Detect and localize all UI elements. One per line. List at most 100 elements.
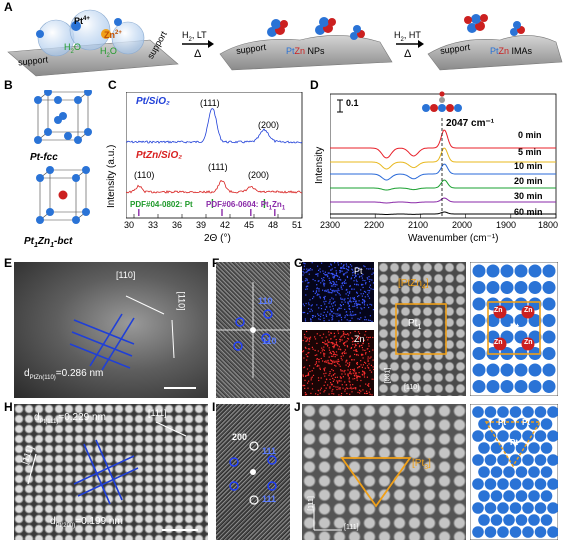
pt-atom <box>478 514 490 526</box>
xtick: 2300 <box>320 220 340 230</box>
panel-c-ylabel: Intensity (a.u.) <box>106 145 117 208</box>
bct-label: Pt1Zn1-bct <box>24 236 72 249</box>
heat-symbol-2: Δ <box>404 48 411 60</box>
pt-atom <box>497 526 509 538</box>
pt-atom <box>543 364 556 377</box>
xtick: 1800 <box>538 220 558 230</box>
imas-label: PtZn IMAs <box>490 46 532 56</box>
pt-atom <box>487 281 500 294</box>
pt-atom <box>501 265 514 278</box>
xtick: 36 <box>172 220 182 230</box>
pt-atom <box>535 430 547 442</box>
pt1-label: Pt1 <box>408 318 421 331</box>
pt-atom <box>478 466 490 478</box>
dir-110: [110] <box>404 384 419 391</box>
xtick: 39 <box>196 220 206 230</box>
model-zn-label: Zn <box>524 307 533 314</box>
xtick: 48 <box>268 220 278 230</box>
pt-atom <box>529 364 542 377</box>
pt-atom <box>543 298 556 311</box>
pt-atom <box>535 454 547 466</box>
pt-ion <box>114 18 122 26</box>
pt-atom <box>501 281 514 294</box>
zn-ion-label: Zn2+ <box>104 30 122 40</box>
pt-atom <box>529 380 542 393</box>
nanoparticle <box>267 19 288 37</box>
pt-atom <box>503 466 515 478</box>
bct-zn-atom <box>59 191 68 200</box>
pt-atom <box>522 454 534 466</box>
pt-atom <box>473 380 486 393</box>
pt-atom <box>478 442 490 454</box>
pt-atom <box>541 514 553 526</box>
pt-atom <box>528 442 540 454</box>
pt-atom <box>485 526 497 538</box>
pt-atom <box>522 502 534 514</box>
intermetallic-cluster <box>464 14 488 33</box>
pt-atom <box>522 406 534 418</box>
pt-atom <box>485 502 497 514</box>
panel-b-unit-cells <box>10 90 100 250</box>
time-label: 10 min <box>514 161 543 171</box>
pt-atom <box>522 526 534 538</box>
pt-atom <box>472 454 484 466</box>
pt-atom <box>501 364 514 377</box>
ptzn-sio2-label: PtZn/SiO₂ <box>136 150 182 161</box>
pt-atom <box>485 406 497 418</box>
pt-atom <box>510 454 522 466</box>
fft-spot <box>250 442 258 450</box>
pt-atom <box>516 490 528 502</box>
xtick: 42 <box>220 220 230 230</box>
pt-ion <box>36 30 44 38</box>
model-pt-label: Pt <box>510 438 518 447</box>
ptzn4-label: [PtZn4] <box>398 278 429 291</box>
panel-label-c: C <box>108 78 117 92</box>
pt-atom <box>472 478 484 490</box>
xtick: 33 <box>148 220 158 230</box>
model-pt-label: Pt <box>498 418 506 427</box>
panel-i-fft <box>216 404 290 540</box>
model-pt-label: Pt <box>522 418 530 427</box>
xtick: 2200 <box>364 220 384 230</box>
water-label: H2O <box>64 42 81 55</box>
pt-atom <box>497 478 509 490</box>
direction-arrow <box>172 320 174 358</box>
model-zn-label: Zn <box>494 339 503 346</box>
panel-c-xlabel: 2Θ (°) <box>204 233 231 244</box>
pt-atom <box>535 526 547 538</box>
pt-atom <box>503 514 515 526</box>
direction-arrow <box>156 422 186 436</box>
dir-111: [111] <box>148 408 167 418</box>
pt-atom <box>529 265 542 278</box>
pt-atom <box>510 502 522 514</box>
pt-atom <box>543 314 556 327</box>
pt3-label: [Pt3] <box>412 458 431 471</box>
arrow-2-condition: H2, HT <box>394 30 421 43</box>
d-spacing-label: dPtZn(110)=0.286 nm <box>24 368 103 381</box>
ptzn-110-label: (110) <box>134 170 154 180</box>
pt-atom <box>515 281 528 294</box>
heat-symbol-1: Δ <box>194 48 201 60</box>
pt-eds-map <box>302 262 374 322</box>
pt-atom <box>515 265 528 278</box>
fcc-label: Pt-fcc <box>30 152 58 163</box>
pt-atom <box>473 314 486 327</box>
pt-atom <box>473 331 486 344</box>
pt-atom <box>472 526 484 538</box>
xtick: 45 <box>244 220 254 230</box>
model-zn-label: Zn <box>524 339 533 346</box>
pt-atom <box>473 298 486 311</box>
pt-111-label: (111) <box>200 98 220 108</box>
intermetallic-cluster <box>510 21 525 36</box>
pt-atom <box>541 418 553 430</box>
ref-pt-label: PDF#04-0802: Pt <box>130 200 193 209</box>
pt-atom <box>473 347 486 360</box>
pt-atom <box>543 347 556 360</box>
fft-spot <box>268 456 276 464</box>
pt-atom <box>485 454 497 466</box>
pt-atom <box>528 466 540 478</box>
ptzn-sio2-pattern <box>126 181 302 194</box>
dir-111-b: [111] <box>344 524 359 531</box>
panel-label-d: D <box>310 78 319 92</box>
panel-label-e: E <box>4 256 12 270</box>
